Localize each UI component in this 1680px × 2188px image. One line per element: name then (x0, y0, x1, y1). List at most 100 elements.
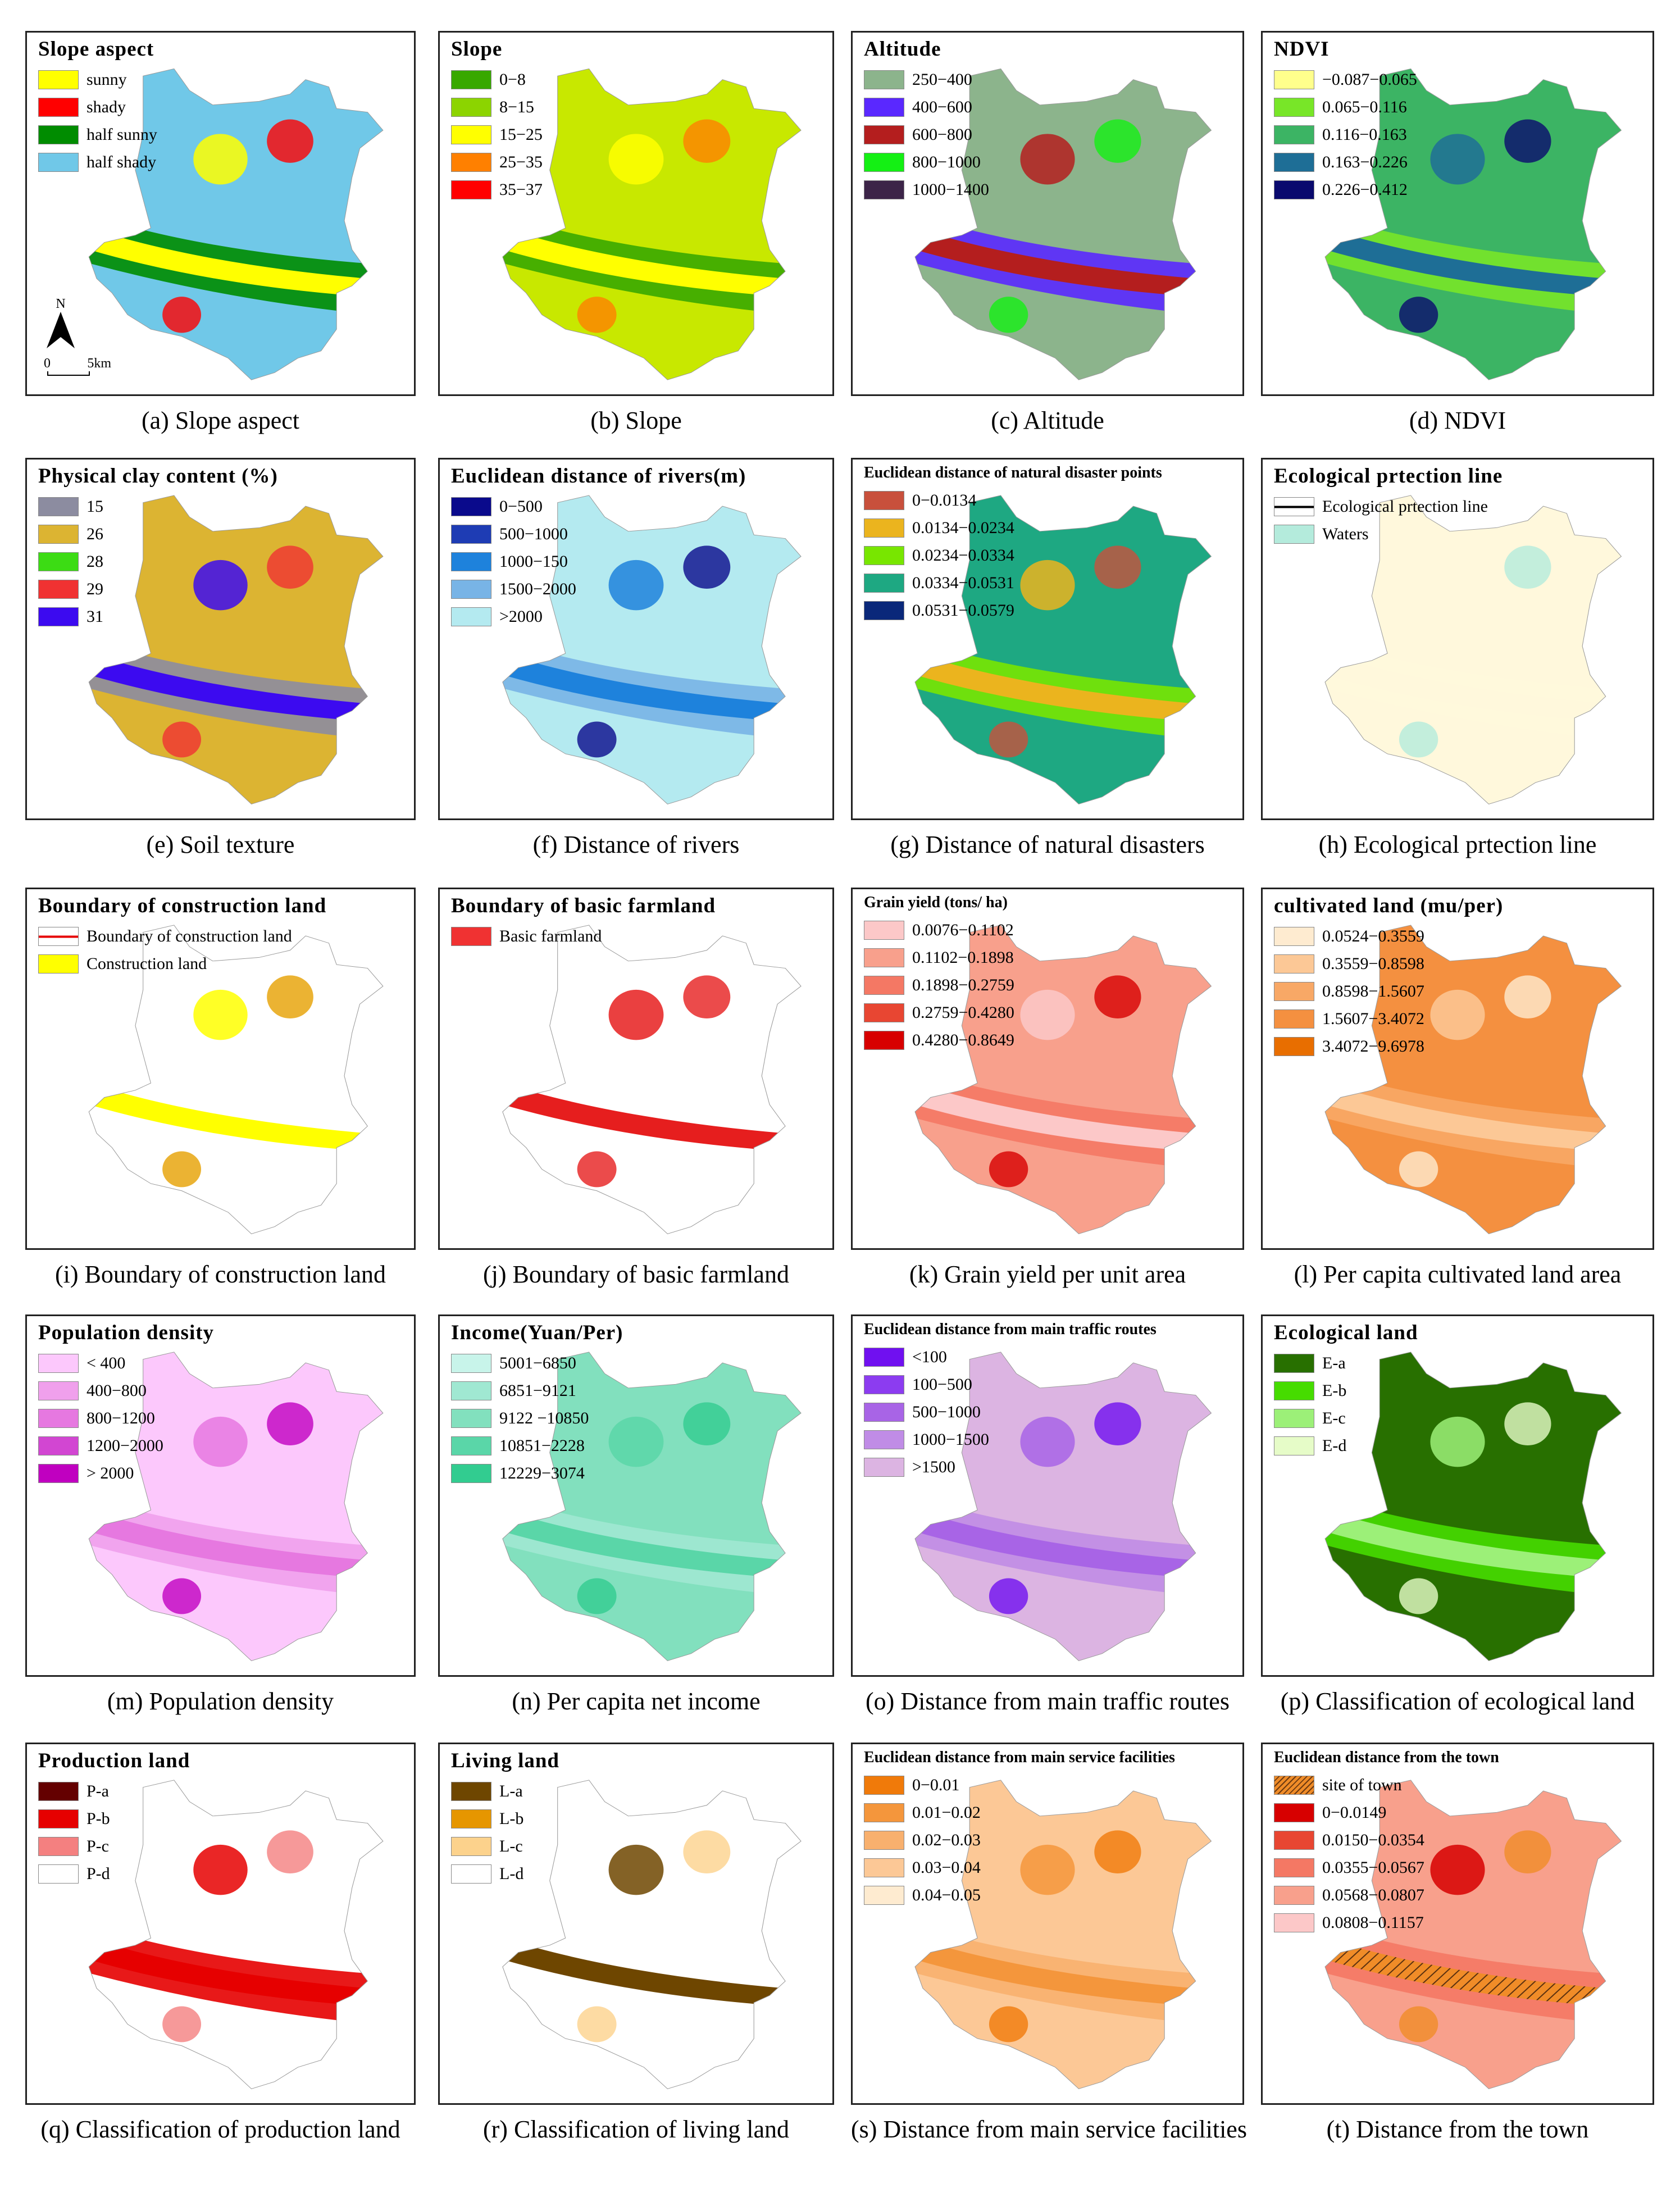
map-panel-r: Living land L-a L-b L-c L-d (r) Classificatio… (438, 1743, 834, 2167)
legend-swatch (864, 153, 904, 172)
legend-label: 8−15 (499, 98, 534, 116)
legend-item: 10851−2228 (451, 1433, 623, 1459)
legend-item: 31 (38, 604, 278, 630)
legend-item: 0.226−0.412 (1274, 177, 1417, 203)
map-frame: Ecological prtection line Ecological prte… (1261, 458, 1654, 820)
legend-item: L-c (451, 1834, 559, 1859)
legend-label: Construction land (86, 954, 207, 973)
legend-item: 0.0134−0.0234 (864, 515, 1162, 541)
legend-label: P-b (86, 1809, 110, 1828)
legend-label: 0.01−0.02 (912, 1803, 981, 1822)
legend-swatch (38, 607, 79, 626)
map-panel-p: Ecological land E-a E-b E-c E-d (p) Classific… (1261, 1314, 1654, 1739)
legend-item: 0−500 (451, 494, 746, 520)
legend-label: 6851−9121 (499, 1381, 576, 1400)
panel-caption: (g) Distance of natural disasters (890, 831, 1205, 858)
legend-label: 29 (86, 580, 103, 598)
legend-swatch (864, 98, 904, 117)
map-graphic (1324, 925, 1622, 1234)
scale-bar: 0 5km (44, 356, 111, 371)
legend-item: 0.2759−0.4280 (864, 1000, 1014, 1026)
legend-title: Boundary of construction land (38, 894, 327, 917)
legend-swatch (1274, 927, 1314, 946)
legend-item: E-c (1274, 1405, 1418, 1431)
legend-item: 600−800 (864, 122, 989, 148)
legend-item: E-b (1274, 1378, 1418, 1404)
legend-swatch (38, 125, 79, 144)
legend-swatch (451, 180, 491, 199)
map-frame: Euclidean distance from main traffic rou… (851, 1314, 1244, 1677)
legend-label: 1000−1400 (912, 180, 989, 199)
map-legend: Production land P-a P-b P-c P-d (38, 1749, 190, 1889)
legend-swatch (864, 574, 904, 593)
legend-swatch (451, 70, 491, 89)
legend-label: P-a (86, 1782, 109, 1800)
legend-item: 0.4280−0.8649 (864, 1027, 1014, 1053)
map-graphic (914, 68, 1212, 380)
map-frame: NDVI −0.087−0.065 0.065−0.116 0.116−0.163 0.… (1261, 31, 1654, 396)
legend-label: <100 (912, 1348, 947, 1366)
legend-label: site of town (1322, 1776, 1402, 1794)
legend-swatch (38, 1782, 79, 1801)
map-panel-i: Boundary of construction land Boundary of… (25, 888, 416, 1312)
legend-swatch (1274, 1381, 1314, 1400)
legend-swatch (451, 1409, 491, 1428)
map-panel-k: Grain yield (tons/ ha) 0.0076−0.1102 0.110… (851, 888, 1244, 1312)
legend-swatch (864, 976, 904, 995)
legend-label: half sunny (86, 125, 157, 144)
map-frame: Boundary of construction land Boundary of… (25, 888, 416, 1250)
legend-swatch (864, 1403, 904, 1422)
map-legend: Boundary of construction land Boundary of… (38, 894, 326, 979)
legend-title: Physical clay content (%) (38, 465, 278, 488)
legend-swatch (1274, 1858, 1314, 1877)
legend-item: E-d (1274, 1433, 1418, 1459)
legend-title: Euclidean distance from the town (1274, 1749, 1499, 1766)
map-graphic (1324, 1780, 1622, 2089)
map-panel-f: Euclidean distance of rivers(m) 0−500 500−… (438, 458, 834, 882)
legend-label: 500−1000 (499, 525, 568, 543)
legend-item: P-d (38, 1861, 190, 1887)
legend-swatch (38, 497, 79, 516)
legend-label: 400−800 (86, 1381, 147, 1400)
map-graphic (1324, 68, 1622, 380)
map-graphic (502, 925, 802, 1234)
legend-label: 0.8598−1.5607 (1322, 982, 1424, 1000)
legend-label: 0−8 (499, 70, 526, 89)
map-graphic (88, 1780, 384, 2089)
map-frame: Boundary of basic farmland Basic farmland (438, 888, 834, 1250)
legend-label: 600−800 (912, 125, 972, 144)
legend-label: 0.0531−0.0579 (912, 601, 1014, 620)
legend-label: 0.0568−0.0807 (1322, 1886, 1424, 1904)
map-graphic (502, 1780, 802, 2089)
legend-label: 0.163−0.226 (1322, 153, 1408, 171)
legend-item: 0.0531−0.0579 (864, 598, 1162, 624)
legend-label: E-d (1322, 1436, 1347, 1455)
map-graphic (1324, 495, 1622, 804)
legend-swatch (1274, 982, 1314, 1001)
legend-label: 0.0134−0.0234 (912, 518, 1014, 537)
legend-label: 12229−3074 (499, 1464, 585, 1482)
legend-item: 0−8 (451, 67, 543, 93)
legend-swatch (1274, 525, 1314, 544)
legend-item: P-b (38, 1806, 190, 1832)
legend-label: 1200−2000 (86, 1436, 163, 1455)
map-legend: Ecological land E-a E-b E-c E-d (1274, 1321, 1418, 1461)
legend-item: 15−25 (451, 122, 543, 148)
legend-item: 28 (38, 549, 278, 575)
legend-item: 1000−1500 (864, 1427, 1157, 1453)
map-panel-q: Production land P-a P-b P-c P-d (q) Classific… (25, 1743, 416, 2167)
map-legend: Euclidean distance of natural disaster p… (864, 464, 1162, 625)
legend-title: Slope aspect (38, 38, 154, 61)
north-arrow-glyph (47, 312, 75, 348)
legend-label: E-b (1322, 1381, 1347, 1400)
map-frame: Euclidean distance of rivers(m) 0−500 500−… (438, 458, 834, 820)
map-graphic (502, 1352, 802, 1661)
legend-item: < 400 (38, 1350, 214, 1376)
legend-label: 0.116−0.163 (1322, 125, 1407, 144)
legend-label: 500−1000 (912, 1403, 981, 1421)
legend-label: 100−500 (912, 1375, 972, 1394)
map-graphic (88, 495, 384, 804)
legend-label: 15 (86, 497, 103, 516)
map-graphic (502, 495, 802, 804)
map-legend: Slope 0−8 8−15 15−25 25−35 35−37 (451, 37, 543, 204)
